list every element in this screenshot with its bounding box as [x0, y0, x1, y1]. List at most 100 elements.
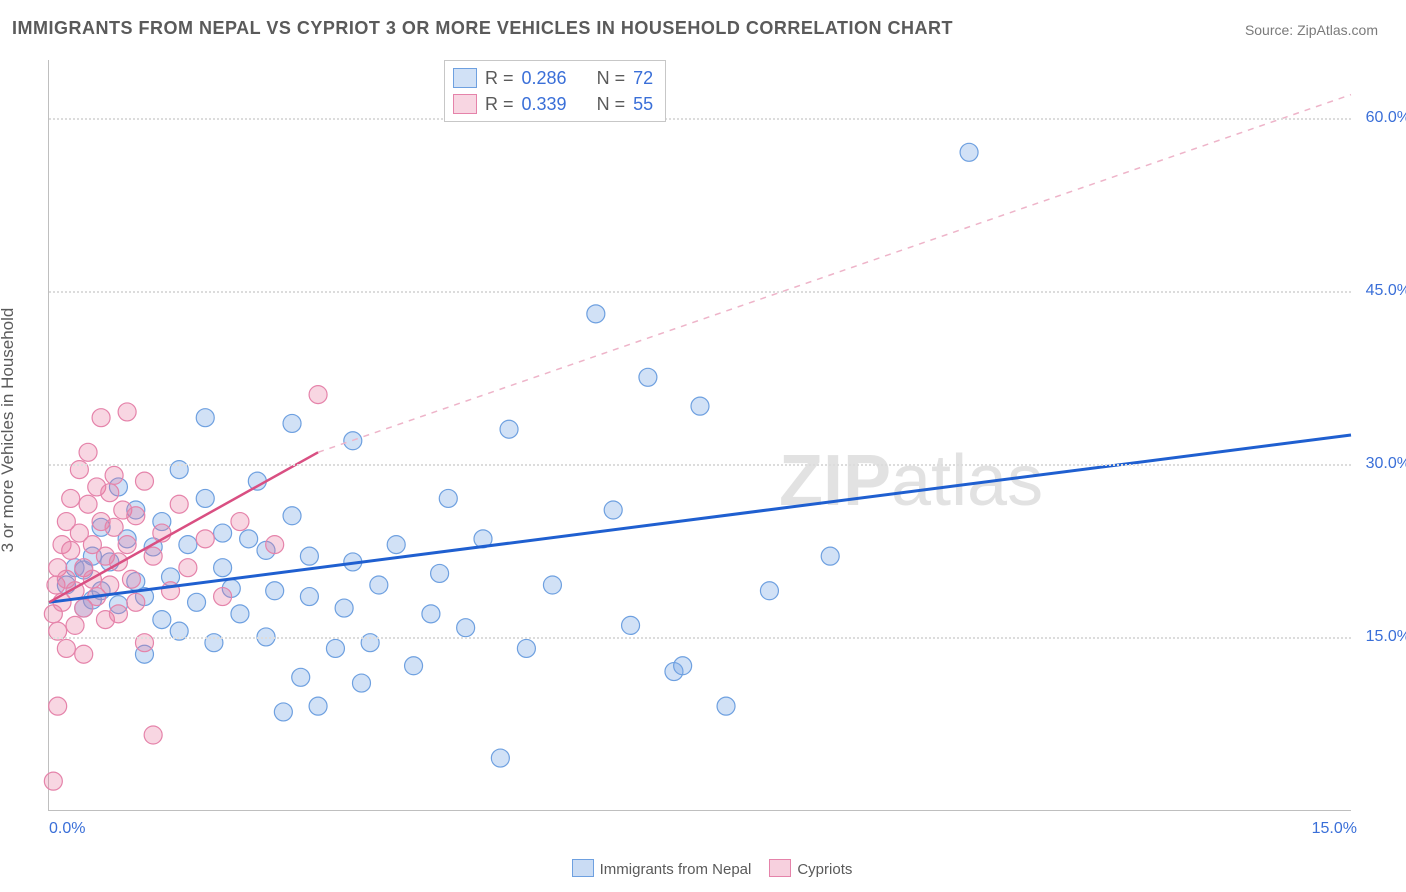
legend-n-label: N =: [597, 91, 626, 117]
legend-n-value: 55: [633, 91, 653, 117]
data-point: [387, 536, 405, 554]
y-tick-label: 15.0%: [1366, 628, 1406, 646]
data-point: [674, 657, 692, 675]
data-point: [405, 657, 423, 675]
legend-swatch: [453, 94, 477, 114]
data-point: [240, 530, 258, 548]
series-legend: Immigrants from NepalCypriots: [0, 859, 1406, 878]
legend-n-value: 72: [633, 65, 653, 91]
data-point: [170, 495, 188, 513]
data-point: [274, 703, 292, 721]
data-point: [118, 536, 136, 554]
data-point: [101, 484, 119, 502]
gridline: [49, 291, 1351, 293]
data-point: [457, 619, 475, 637]
x-tick-label-left: 0.0%: [49, 820, 85, 838]
data-point: [144, 726, 162, 744]
data-point: [370, 576, 388, 594]
data-point: [543, 576, 561, 594]
legend-series-label: Immigrants from Nepal: [600, 861, 752, 878]
data-point: [135, 472, 153, 490]
data-point: [431, 564, 449, 582]
data-point: [639, 368, 657, 386]
data-point: [196, 409, 214, 427]
data-point: [717, 697, 735, 715]
legend-r-label: R =: [485, 65, 514, 91]
data-point: [821, 547, 839, 565]
data-point: [231, 605, 249, 623]
data-point: [127, 593, 145, 611]
data-point: [127, 507, 145, 525]
data-point: [300, 547, 318, 565]
data-point: [300, 588, 318, 606]
gridline: [49, 118, 1351, 120]
data-point: [105, 466, 123, 484]
data-point: [309, 386, 327, 404]
y-tick-label: 30.0%: [1366, 455, 1406, 473]
data-point: [153, 611, 171, 629]
chart-svg-layer: [49, 60, 1351, 810]
data-point: [196, 530, 214, 548]
data-point: [422, 605, 440, 623]
data-point: [105, 518, 123, 536]
data-point: [439, 489, 457, 507]
source-attribution: Source: ZipAtlas.com: [1245, 22, 1378, 38]
data-point: [214, 524, 232, 542]
data-point: [691, 397, 709, 415]
data-point: [335, 599, 353, 617]
data-point: [44, 772, 62, 790]
data-point: [109, 605, 127, 623]
data-point: [79, 495, 97, 513]
legend-row: R = 0.286 N = 72: [453, 65, 653, 91]
data-point: [196, 489, 214, 507]
data-point: [179, 536, 197, 554]
data-point: [92, 409, 110, 427]
data-point: [62, 541, 80, 559]
gridline: [49, 464, 1351, 466]
trend-line-extrapolated: [318, 95, 1351, 453]
data-point: [587, 305, 605, 323]
y-tick-label: 60.0%: [1366, 109, 1406, 127]
data-point: [79, 443, 97, 461]
legend-r-value: 0.286: [522, 65, 567, 91]
data-point: [760, 582, 778, 600]
legend-swatch: [572, 859, 594, 877]
x-tick-label-right: 15.0%: [1312, 820, 1357, 838]
legend-n-label: N =: [597, 65, 626, 91]
legend-swatch: [453, 68, 477, 88]
data-point: [49, 697, 67, 715]
data-point: [500, 420, 518, 438]
data-point: [604, 501, 622, 519]
data-point: [101, 576, 119, 594]
data-point: [960, 143, 978, 161]
data-point: [66, 616, 84, 634]
data-point: [266, 536, 284, 554]
data-point: [118, 403, 136, 421]
data-point: [266, 582, 284, 600]
data-point: [144, 547, 162, 565]
data-point: [622, 616, 640, 634]
legend-swatch: [769, 859, 791, 877]
data-point: [517, 639, 535, 657]
data-point: [292, 668, 310, 686]
data-point: [57, 639, 75, 657]
data-point: [231, 513, 249, 531]
chart-title: IMMIGRANTS FROM NEPAL VS CYPRIOT 3 OR MO…: [12, 18, 953, 39]
data-point: [214, 588, 232, 606]
data-point: [352, 674, 370, 692]
data-point: [122, 570, 140, 588]
data-point: [283, 507, 301, 525]
data-point: [283, 414, 301, 432]
legend-r-label: R =: [485, 91, 514, 117]
plot-area: ZIPatlas 15.0%30.0%45.0%60.0%0.0%15.0%: [48, 60, 1351, 811]
correlation-legend: R = 0.286 N = 72 R = 0.339 N = 55: [444, 60, 666, 122]
data-point: [179, 559, 197, 577]
legend-r-value: 0.339: [522, 91, 567, 117]
gridline: [49, 637, 1351, 639]
legend-row: R = 0.339 N = 55: [453, 91, 653, 117]
y-tick-label: 45.0%: [1366, 282, 1406, 300]
data-point: [188, 593, 206, 611]
data-point: [491, 749, 509, 767]
data-point: [309, 697, 327, 715]
data-point: [62, 489, 80, 507]
